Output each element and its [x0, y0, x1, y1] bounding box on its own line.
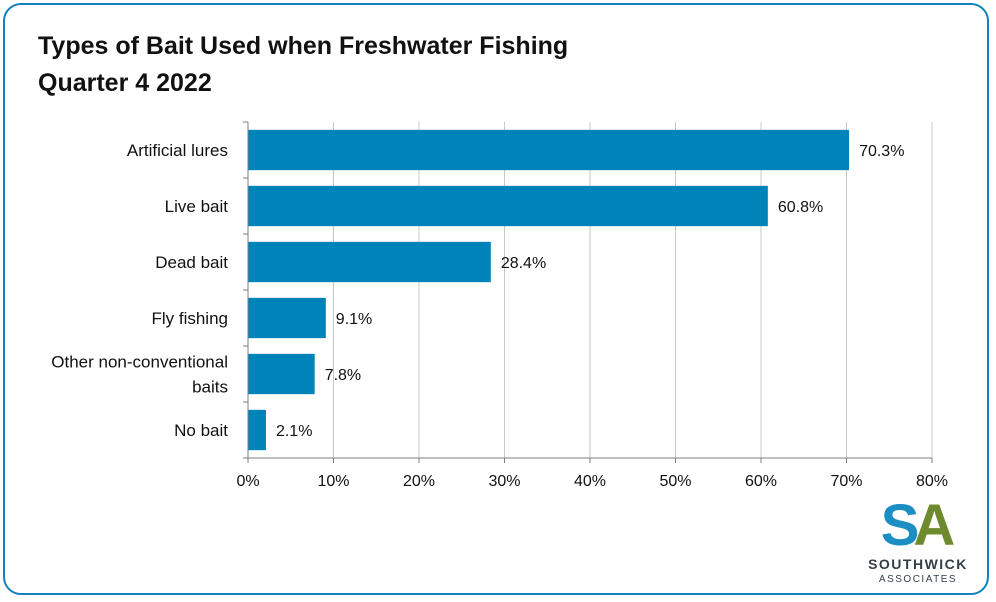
x-tick-label: 0% [236, 473, 259, 490]
category-label: Dead bait [155, 253, 228, 272]
x-tick-label: 40% [574, 473, 606, 490]
data-label: 7.8% [325, 367, 361, 384]
data-label: 70.3% [859, 143, 904, 160]
category-label: baits [192, 378, 228, 397]
x-tick-label: 60% [745, 473, 777, 490]
bar [248, 185, 768, 227]
logo-letter-s: S [881, 493, 920, 558]
logo-mark: SA [881, 493, 956, 558]
bar [248, 241, 491, 283]
bar [248, 353, 315, 395]
x-tick-label: 70% [830, 473, 862, 490]
chart-title-line-2: Quarter 4 2022 [38, 69, 212, 97]
data-label: 28.4% [501, 255, 546, 272]
data-labels: 70.3% 60.8% 28.4% 9.1% 7.8% 2.1% [276, 143, 904, 440]
axes [243, 121, 933, 463]
category-label: Live bait [165, 197, 229, 216]
category-labels: Artificial lures Live bait Dead bait Fly fi… [51, 141, 228, 440]
category-label: Other non-conventional [51, 353, 228, 372]
bar [248, 129, 850, 171]
x-tick-label: 10% [317, 473, 349, 490]
tick-labels: 0% 10% 20% 30% 40% 50% 60% 70% 80% [236, 473, 948, 490]
chart-title-line-1: Types of Bait Used when Freshwater Fishi… [38, 32, 569, 60]
data-label: 60.8% [778, 199, 823, 216]
data-label: 2.1% [276, 423, 312, 440]
bars [248, 129, 850, 451]
bar [248, 409, 266, 451]
x-tick-label: 20% [403, 473, 435, 490]
bar [248, 297, 326, 339]
x-tick-label: 30% [488, 473, 520, 490]
chart-title: Types of Bait Used when Freshwater Fishi… [38, 28, 568, 102]
x-tick-label: 50% [659, 473, 691, 490]
logo-name-line-2: ASSOCIATES [879, 574, 957, 585]
chart-frame [3, 3, 989, 595]
category-label: No bait [174, 421, 228, 440]
category-label: Fly fishing [151, 309, 228, 328]
x-tick-label: 80% [916, 473, 948, 490]
southwick-associates-logo: SA SOUTHWICK ASSOCIATES [868, 493, 968, 585]
logo-letter-a: A [913, 493, 955, 558]
data-label: 9.1% [336, 311, 372, 328]
category-label: Artificial lures [127, 141, 228, 160]
gridlines [333, 122, 933, 458]
logo-name-line-1: SOUTHWICK [868, 556, 968, 572]
